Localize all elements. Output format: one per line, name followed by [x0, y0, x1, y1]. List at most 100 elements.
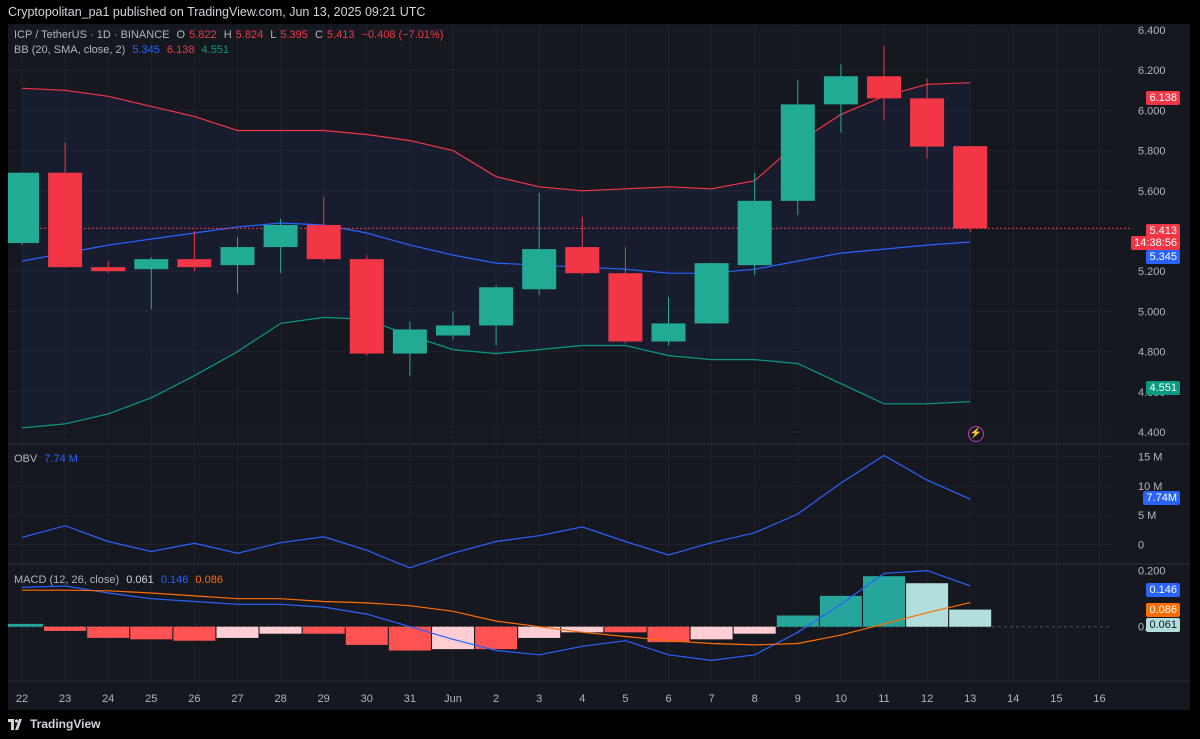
macd-label[interactable]: MACD (12, 26, close) [14, 574, 120, 586]
candle-body [349, 259, 384, 354]
obv-axis-label: 5 M [1138, 510, 1156, 522]
price-axis-label: 4.400 [1138, 427, 1166, 439]
obv-legend: OBV 7.74 M [14, 453, 82, 465]
ohlc-open: O 5.822 [176, 29, 217, 41]
price-axis-label: 6.000 [1138, 105, 1166, 117]
time-axis-label: 25 [145, 693, 157, 705]
obv-line [21, 454, 971, 569]
tradingview-logo-text: TradingView [30, 717, 101, 731]
time-axis-label: 13 [964, 693, 976, 705]
candle-body [91, 267, 126, 272]
time-axis-label: 29 [318, 693, 330, 705]
candle-body [651, 323, 686, 342]
macd-histogram-bar [130, 626, 173, 640]
time-axis-label: 31 [404, 693, 416, 705]
time-axis-label: 7 [709, 693, 715, 705]
time-axis-label: 6 [665, 693, 671, 705]
obv-axis-label: 0 [1138, 539, 1144, 551]
macd-histogram-bar [216, 626, 259, 638]
candle-body [522, 249, 557, 290]
candle-body [780, 104, 815, 201]
obv-axis-label: 10 M [1138, 481, 1162, 493]
time-axis-label: 24 [102, 693, 114, 705]
macd-histogram-bar [518, 626, 561, 638]
macd-histogram-bar [647, 626, 690, 643]
time-axis-label: 28 [274, 693, 286, 705]
macd-histogram-bar [949, 609, 992, 627]
macd-histogram-bar [863, 576, 905, 627]
time-axis-label: 15 [1050, 693, 1062, 705]
time-axis-label: 23 [59, 693, 71, 705]
ohlc-change: −0.408 (−7.01%) [361, 29, 444, 41]
bb-band-fill [22, 82, 971, 428]
candle-body [910, 98, 945, 147]
bb-basis-value: 5.345 [132, 44, 160, 56]
time-axis-label: 22 [16, 693, 28, 705]
candle-body [134, 259, 169, 270]
time-axis-label: Jun [444, 693, 462, 705]
price-axis-label: 5.800 [1138, 146, 1166, 158]
bb-basis-tag: 5.345 [1146, 250, 1180, 264]
hist-tag: 0.061 [1146, 618, 1180, 632]
obv-axis-label: 15 M [1138, 452, 1162, 464]
macd-histogram-bar [690, 626, 733, 640]
candle-body [220, 247, 255, 266]
time-axis-label: 5 [622, 693, 628, 705]
macd-hist-value: 0.061 [126, 574, 154, 586]
publish-header: Cryptopolitan_pa1 published on TradingVi… [8, 5, 426, 19]
ohlc-high: H 5.824 [223, 29, 264, 41]
price-axis-label: 5.000 [1138, 306, 1166, 318]
macd-legend: MACD (12, 26, close) 0.061 0.146 0.086 [14, 574, 227, 586]
bb-label[interactable]: BB (20, SMA, close, 2) [14, 44, 126, 56]
macd-histogram-bar [388, 626, 431, 651]
tradingview-footer: TradingView [8, 717, 100, 731]
time-axis-label: 2 [493, 693, 499, 705]
time-axis-label: 26 [188, 693, 200, 705]
candle-body [953, 146, 988, 229]
bb-lower-line [21, 316, 971, 429]
time-axis-label: 30 [361, 693, 373, 705]
candle-body [8, 172, 39, 244]
signal-value: 0.086 [195, 574, 223, 586]
candle-body [306, 224, 341, 260]
bb-upper-value: 6.138 [166, 44, 195, 56]
macd-histogram-bar [8, 623, 43, 627]
symbol-name[interactable]: ICP / TetherUS · 1D · BINANCE [14, 29, 170, 41]
signal-tag: 0.086 [1146, 603, 1180, 617]
ohlc-close: C 5.413 [314, 29, 355, 41]
chart-area[interactable]: 6.400 6.200 6.000 5.800 5.600 5.200 5.000 4.800… [8, 24, 1190, 710]
price-axis-label: 5.600 [1138, 186, 1166, 198]
bb-basis-line [21, 222, 971, 274]
macd-tag: 0.146 [1146, 583, 1180, 597]
obv-label[interactable]: OBV [14, 453, 38, 465]
lightning-alert-icon[interactable]: ⚡ [968, 426, 984, 442]
price-axis-label: 6.200 [1138, 65, 1166, 77]
macd-signal-line [22, 589, 971, 646]
macd-histogram-bar [87, 626, 130, 638]
bb-legend: BB (20, SMA, close, 2) 5.345 6.138 4.551 [14, 44, 233, 56]
macd-histogram-bar [173, 626, 216, 641]
macd-histogram-bar [776, 615, 819, 627]
time-axis-label: 9 [795, 693, 801, 705]
time-axis-label: 11 [878, 693, 889, 705]
candle-body [737, 200, 772, 266]
time-axis-label: 8 [752, 693, 758, 705]
time-axis-label: 10 [835, 693, 847, 705]
candle-body [48, 172, 83, 268]
candle-body [694, 263, 729, 324]
macd-line [21, 569, 971, 662]
macd-histogram-bar [302, 626, 345, 634]
chart-svg[interactable]: 6.400 6.200 6.000 5.800 5.600 5.200 5.000 4.800… [8, 24, 1190, 710]
time-axis-label: 14 [1007, 693, 1019, 705]
countdown-tag: 14:38:56 [1131, 236, 1180, 250]
price-axis-label: 4.800 [1138, 347, 1166, 359]
obv-tag: 7.74M [1143, 491, 1180, 505]
bb-lower-tag: 4.551 [1146, 381, 1180, 395]
macd-value: 0.146 [160, 574, 189, 586]
candle-body [867, 76, 901, 99]
time-axis-label: 3 [536, 693, 542, 705]
symbol-legend: ICP / TetherUS · 1D · BINANCE O 5.822 H 5.… [14, 29, 447, 41]
obv-value: 7.74 M [44, 453, 78, 465]
candle-body [392, 329, 427, 354]
